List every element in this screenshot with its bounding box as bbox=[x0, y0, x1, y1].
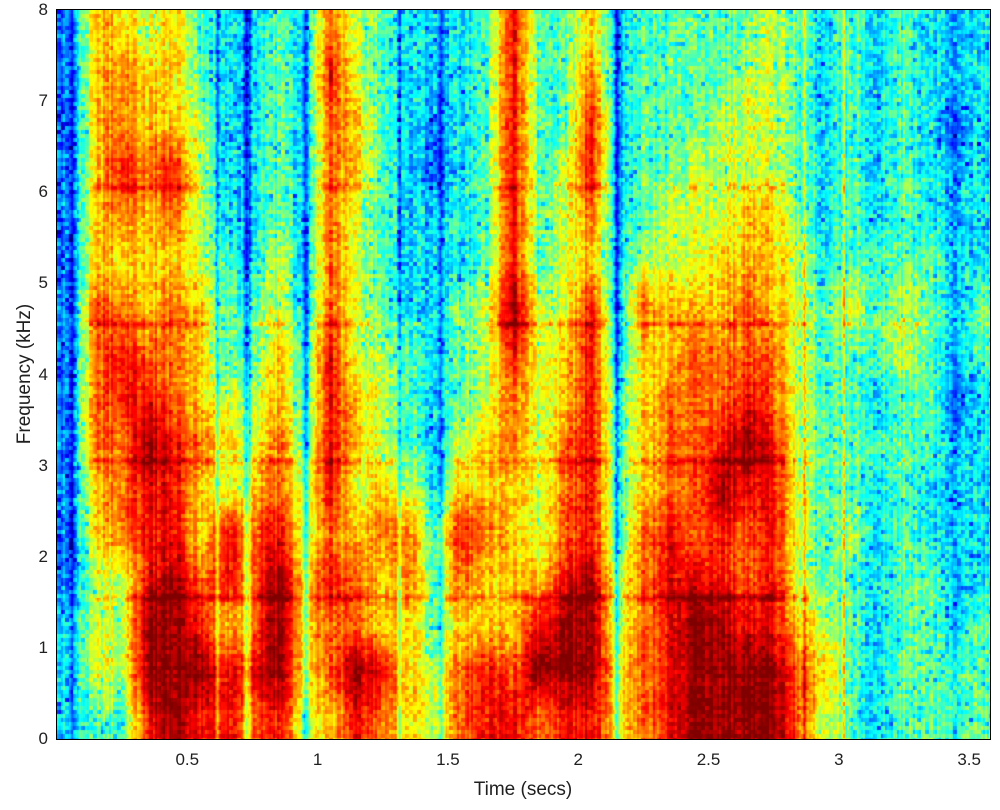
x-tick-label: 2.5 bbox=[696, 750, 721, 769]
x-tick-label: 1 bbox=[312, 750, 323, 769]
x-tick-label: 2 bbox=[573, 750, 583, 769]
x-tick-label: 0.5 bbox=[175, 750, 200, 769]
y-tick-label: 1 bbox=[38, 637, 48, 657]
y-axis-title: Frequency (kHz) bbox=[14, 303, 35, 445]
x-tick-label: 3 bbox=[834, 750, 844, 769]
y-tick-label: 3 bbox=[38, 455, 48, 475]
y-tick-label: 2 bbox=[38, 546, 48, 566]
spectrogram-heatmap bbox=[57, 10, 990, 739]
x-tick-label: 3.5 bbox=[957, 750, 981, 769]
y-tick-label: 6 bbox=[38, 182, 48, 202]
y-tick-label: 8 bbox=[38, 0, 48, 19]
y-tick-label: 4 bbox=[38, 364, 48, 384]
y-tick-label: 5 bbox=[38, 273, 48, 293]
plot-area bbox=[56, 9, 991, 740]
y-tick-label: 7 bbox=[38, 91, 48, 111]
y-tick-label: 0 bbox=[38, 729, 48, 748]
x-axis-title: Time (secs) bbox=[473, 779, 573, 800]
x-tick-label: 1.5 bbox=[436, 750, 460, 769]
